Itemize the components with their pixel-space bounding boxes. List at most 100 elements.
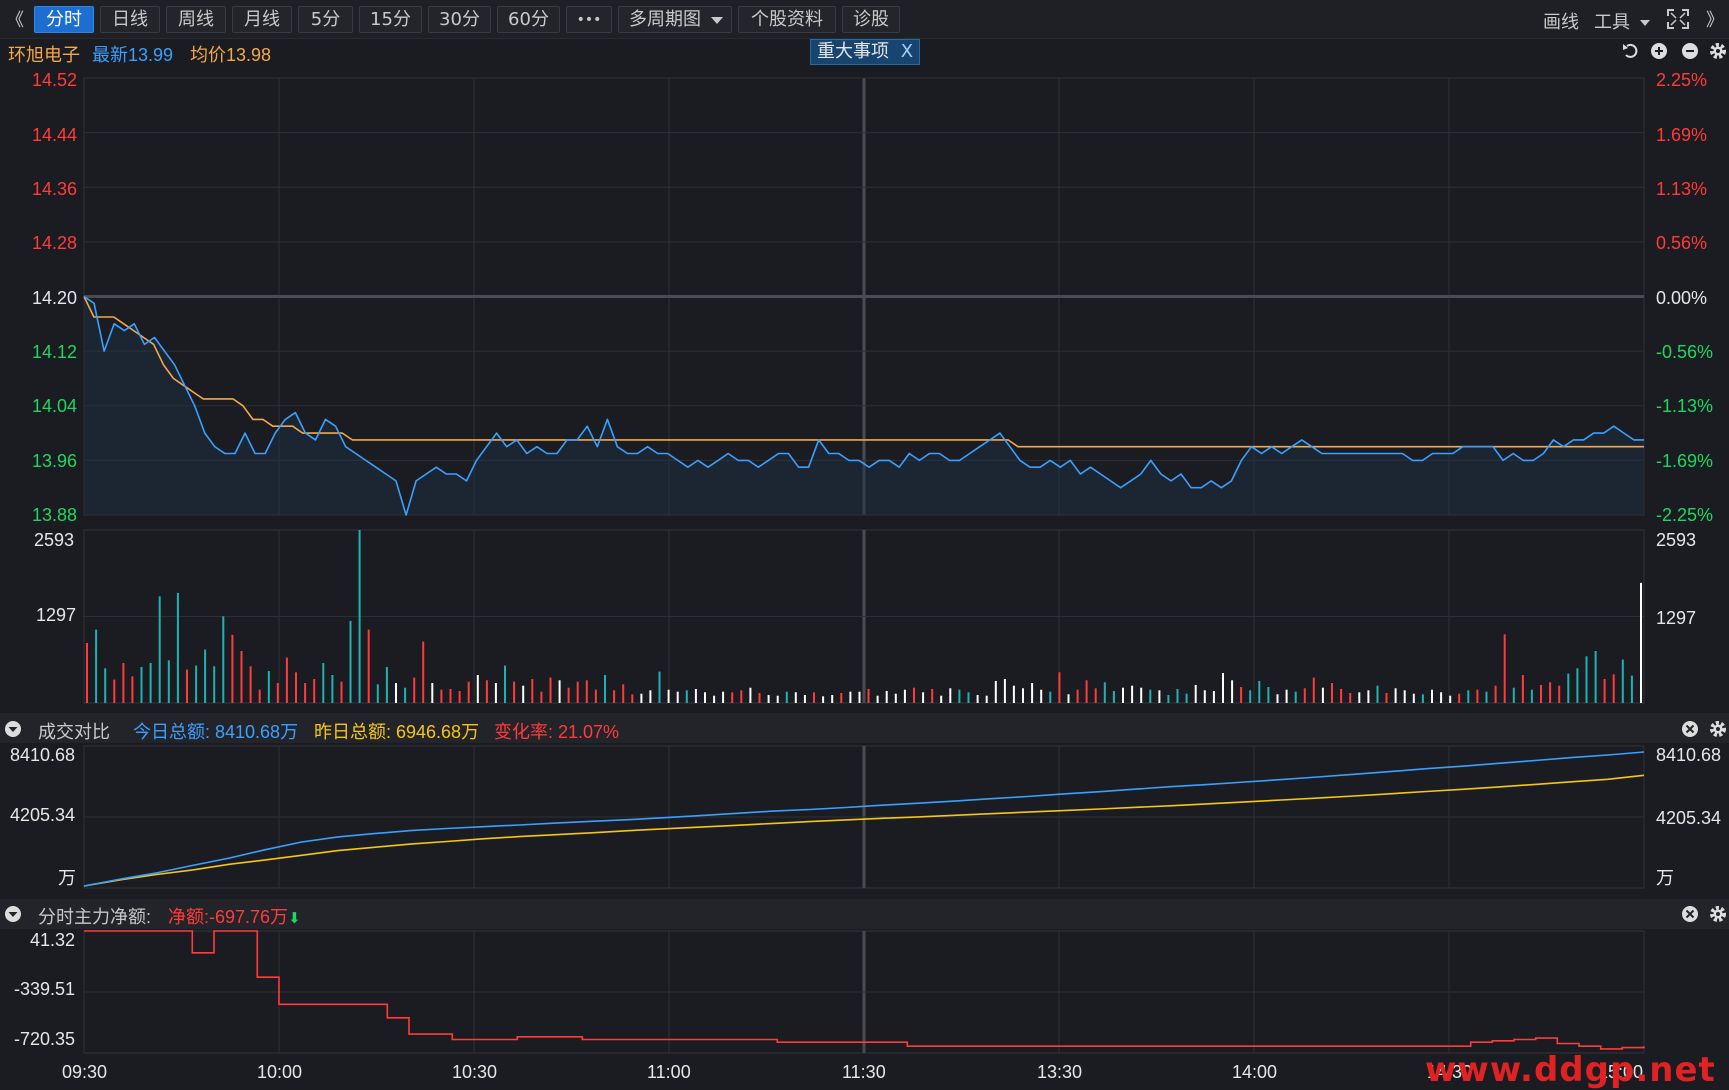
volume-bar (331, 675, 334, 703)
price-tick: 14.20 (32, 288, 78, 308)
volume-bar (1540, 685, 1542, 703)
volume-bar (1212, 691, 1215, 703)
collapse-panel-icon[interactable] (4, 720, 22, 738)
volume-bar (576, 681, 579, 703)
major-event-badge[interactable]: 重大事项 X (810, 39, 921, 65)
volume-bar (1385, 693, 1388, 703)
settings-gear-icon[interactable] (1709, 42, 1727, 60)
fullscreen-icon[interactable] (1667, 9, 1689, 29)
price-chart (83, 295, 1644, 516)
turnover-compare-header: 成交对比 今日总额: 8410.68万 昨日总额: 6946.68万 变化率: … (0, 713, 1729, 743)
net-tick: 41.32 (30, 930, 76, 950)
volume-bar (540, 691, 543, 703)
time-tick: 09:30 (62, 1062, 108, 1082)
percent-tick: 1.69% (1656, 125, 1708, 145)
panel-settings-icon[interactable] (1709, 905, 1727, 923)
volume-bar (531, 679, 534, 703)
stock-profile-button[interactable]: 个股资料 (738, 6, 836, 33)
volume-bar (749, 687, 752, 703)
tab-weekly[interactable]: 周线 (166, 6, 226, 33)
tab-60min[interactable]: 60分 (497, 6, 560, 33)
main-net-flow-chart (84, 930, 1645, 1050)
net-tick: -339.51 (14, 979, 76, 999)
tab-5min[interactable]: 5分 (298, 6, 353, 33)
tab-15min[interactable]: 15分 (359, 6, 422, 33)
compare-unit: 万 (58, 868, 76, 888)
volume-bar (676, 691, 679, 703)
diagnose-button[interactable]: 诊股 (842, 6, 900, 33)
volume-bar (1358, 692, 1361, 703)
volume-bar (722, 691, 725, 703)
volume-bar (485, 680, 488, 703)
volume-bar (1576, 668, 1579, 703)
multi-period-label: 多周期图 (629, 9, 701, 30)
volume-bar (1403, 690, 1406, 703)
volume-bar (440, 689, 443, 703)
volume-bar (1567, 673, 1570, 703)
volume-bar (122, 663, 125, 703)
tools-dropdown[interactable]: 工具 (1594, 8, 1650, 34)
average-price: 均价13.98 (190, 45, 272, 65)
volume-bar (349, 620, 352, 703)
time-tick: 15:00 (1598, 1062, 1644, 1082)
multi-period-dropdown[interactable]: 多周期图 (618, 6, 732, 33)
panel-settings-icon[interactable] (1709, 720, 1727, 738)
volume-bar (258, 689, 261, 703)
volume-bar (385, 667, 388, 703)
period-toolbar: 《 分时 日线 周线 月线 5分 15分 30分 60分 ••• 多周期图 个股… (0, 0, 1729, 39)
volume-bar (1585, 656, 1588, 703)
volume-bar (994, 681, 997, 703)
volume-bar (1167, 695, 1170, 703)
volume-bar (1349, 693, 1352, 703)
major-event-close-icon[interactable]: X (900, 41, 914, 62)
volume-bar (622, 684, 625, 703)
volume-bar (822, 696, 825, 703)
percent-tick: 2.25% (1656, 70, 1708, 90)
volume-bar (1185, 693, 1188, 703)
collapse-left-icon[interactable]: 《 (6, 10, 24, 31)
volume-bar (1231, 680, 1234, 703)
avg-price-line (83, 296, 1644, 448)
volume-bar (585, 680, 588, 703)
tab-intraday[interactable]: 分时 (34, 6, 94, 33)
volume-bar (1367, 690, 1370, 703)
price-tick: 14.04 (32, 396, 78, 416)
net-flow-line (84, 930, 1645, 1050)
tab-daily[interactable]: 日线 (100, 6, 160, 33)
compare-tick: 4205.34 (1656, 808, 1722, 828)
chart-grid (83, 77, 1645, 1054)
volume-bar (558, 680, 561, 703)
close-panel-icon[interactable] (1681, 905, 1699, 923)
collapse-right-icon[interactable]: 》 (1706, 10, 1724, 31)
volume-bar (186, 669, 188, 703)
tab-30min[interactable]: 30分 (428, 6, 491, 33)
latest-price: 最新13.99 (92, 45, 174, 65)
zoom-in-icon[interactable] (1650, 42, 1668, 60)
volume-bar (1476, 689, 1479, 703)
volume-bar (195, 665, 198, 703)
close-panel-icon[interactable] (1681, 720, 1699, 738)
volume-bar (1512, 687, 1515, 703)
net-amount-label: 净额:-697.76万 (168, 907, 289, 927)
volume-bar (1131, 685, 1134, 703)
volume-bar (1394, 688, 1397, 703)
turnover-compare-chart (83, 751, 1645, 887)
volume-bar (1294, 691, 1297, 703)
collapse-panel-icon[interactable] (4, 905, 22, 923)
volume-bar (785, 691, 788, 703)
volume-bar (285, 657, 288, 703)
volume-bar (1530, 689, 1533, 703)
volume-bar (322, 663, 325, 703)
zoom-out-icon[interactable] (1681, 42, 1699, 60)
undo-icon[interactable] (1622, 42, 1640, 60)
volume-bar (1440, 692, 1443, 703)
volume-bar (704, 692, 706, 703)
volume-bar (1431, 689, 1433, 703)
volume-bar (1031, 683, 1034, 703)
volume-bar (422, 641, 425, 703)
volume-bar (1012, 685, 1015, 703)
draw-line-button[interactable]: 画线 (1543, 12, 1579, 33)
tab-monthly[interactable]: 月线 (232, 6, 292, 33)
more-button[interactable]: ••• (566, 6, 612, 33)
